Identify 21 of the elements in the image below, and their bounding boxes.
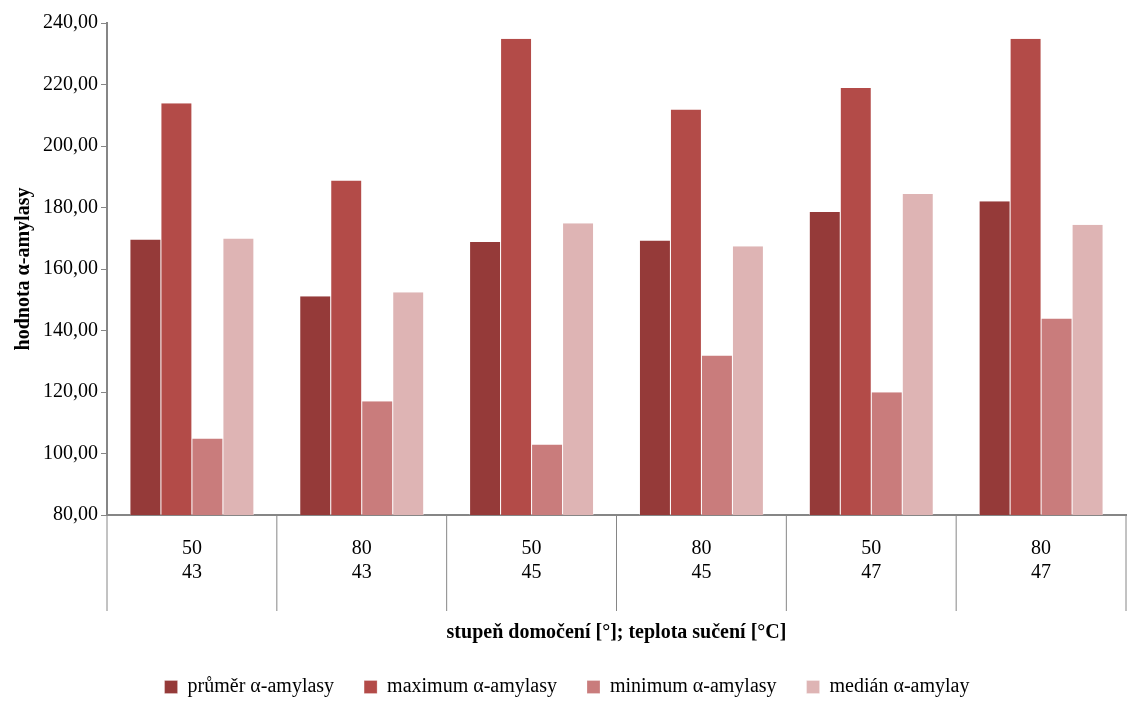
y-tick-label: 200,00: [43, 133, 98, 156]
y-tick-label: 240,00: [43, 10, 98, 33]
y-tick-label: 160,00: [43, 256, 98, 279]
legend-label: maximum α-amylasy: [387, 674, 558, 698]
y-tick-label: 80,00: [53, 502, 98, 525]
y-tick-label: 220,00: [43, 71, 98, 94]
y-tick-label: 100,00: [43, 440, 98, 463]
y-tick-label: 180,00: [43, 194, 98, 217]
legend-label: minimum α-amylasy: [610, 674, 777, 698]
x-axis-title: stupeň domočení [°]; teplota sučení [°C]: [446, 620, 787, 644]
x-tick-label: 80 45: [691, 536, 712, 583]
y-tick-label: 140,00: [43, 317, 98, 340]
x-tick-label: 50 45: [521, 536, 542, 583]
x-tick-label: 50 47: [861, 536, 882, 583]
x-tick-label: 80 47: [1031, 536, 1052, 583]
legend-label: průměr α-amylasy: [187, 674, 335, 698]
x-tick-label: 50 43: [181, 536, 202, 583]
legend-label: medián α-amylay: [829, 674, 970, 698]
y-tick-label: 120,00: [43, 379, 98, 402]
y-axis-title: hodnota α-amylasy: [11, 187, 35, 351]
x-tick-label: 80 43: [351, 536, 372, 583]
